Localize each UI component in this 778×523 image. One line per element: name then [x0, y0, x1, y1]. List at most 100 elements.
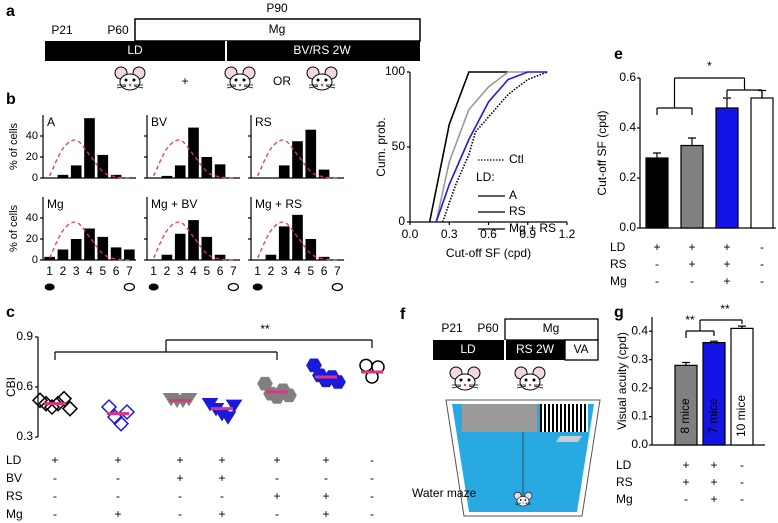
bar-label: 8 mice	[678, 398, 692, 434]
x-tick-label: 3	[281, 264, 288, 278]
timeline-bar	[433, 340, 565, 360]
line-series	[441, 71, 548, 223]
p90: P90	[266, 1, 288, 15]
bar	[278, 226, 290, 260]
condition-mark: +	[322, 507, 329, 521]
x-tick-label: 4	[294, 264, 301, 278]
panel-title: BV	[151, 115, 167, 129]
bar	[201, 236, 213, 260]
bar	[305, 239, 317, 260]
va-box	[564, 339, 599, 361]
condition-mark: -	[275, 471, 279, 485]
y-tick-label: 0.0	[631, 437, 648, 451]
panel-label: e	[614, 46, 623, 63]
x-tick-label: 6	[321, 264, 328, 278]
condition-mark: -	[760, 240, 764, 254]
condition-mark: -	[370, 489, 374, 503]
y-axis-title: Cum. prob.	[374, 117, 388, 176]
platform	[556, 436, 582, 442]
bar	[57, 249, 69, 260]
point	[55, 390, 73, 407]
panel-label: c	[6, 304, 15, 321]
x-tick-label: 7	[126, 264, 133, 278]
x-tick-label: 3	[177, 264, 184, 278]
condition-mark: -	[53, 489, 57, 503]
condition-mark: +	[322, 453, 329, 467]
x-tick-label: 4	[86, 264, 93, 278]
bar	[265, 254, 277, 260]
condition-mark: +	[176, 453, 183, 467]
condition-label: Mg	[610, 274, 627, 288]
bar	[70, 165, 82, 178]
point	[359, 358, 373, 373]
x-tick-label: 4	[190, 264, 197, 278]
legend-label: Mg + RS	[509, 221, 556, 235]
x-tick-label: 5	[307, 264, 314, 278]
bar	[110, 247, 122, 260]
x-tick-label: 2	[268, 264, 275, 278]
x-tick-label: 6	[217, 264, 224, 278]
condition-mark: -	[740, 492, 744, 506]
condition-mark: +	[710, 492, 717, 506]
condition-mark: -	[655, 274, 659, 288]
panel-a: a P90 Mg P21 P60 LD BV/RS 2W + OR	[6, 1, 421, 91]
y-tick-label: 20	[26, 151, 38, 163]
significance: **	[720, 302, 730, 316]
bar	[44, 256, 55, 260]
mouse	[306, 66, 338, 91]
condition-mark: -	[740, 458, 744, 472]
bar	[110, 174, 122, 178]
condition-label: RS	[610, 257, 627, 271]
condition-label: LD	[616, 458, 632, 472]
mouse	[224, 66, 256, 91]
p21: P21	[51, 23, 73, 37]
line-series	[435, 71, 548, 223]
grating-screen	[540, 404, 588, 432]
condition-mark: -	[760, 257, 764, 271]
condition-mark: +	[710, 475, 717, 489]
bar	[318, 169, 330, 178]
condition-label: RS	[6, 489, 23, 503]
y-tick-label: 0.3	[16, 429, 33, 443]
condition-mark: +	[218, 507, 225, 521]
panel-label: g	[614, 304, 624, 321]
legend-label: RS	[509, 204, 526, 218]
condition-mark: +	[682, 458, 689, 472]
significance: **	[685, 313, 695, 327]
condition-mark: +	[682, 475, 689, 489]
y-tick-label: 0.9	[16, 329, 33, 343]
legend-label: A	[509, 188, 517, 202]
panel-label: f	[400, 306, 406, 323]
y-tick-label: 0.6	[619, 70, 636, 84]
point	[61, 400, 79, 417]
reference-curve	[49, 221, 130, 261]
icon-contra	[44, 283, 55, 291]
condition-label: RS	[616, 475, 633, 489]
reference-curve	[257, 221, 338, 261]
va-label: VA	[573, 342, 588, 356]
bar	[174, 233, 186, 260]
y-axis-title: Visual acuity (cpd)	[615, 332, 629, 430]
bar	[645, 157, 669, 229]
condition-mark: +	[273, 489, 280, 503]
legend-label: Ctl	[509, 152, 524, 166]
condition-mark: -	[760, 274, 764, 288]
point	[225, 399, 243, 414]
ld-label: LD	[460, 342, 476, 356]
error-bar	[710, 340, 718, 343]
bar	[715, 107, 739, 229]
condition-mark: -	[178, 507, 182, 521]
bar	[174, 165, 186, 178]
icon-ipsi	[123, 282, 136, 292]
bar	[70, 239, 82, 260]
bar	[278, 165, 290, 178]
condition-mark: -	[178, 489, 182, 503]
condition-mark: +	[723, 274, 730, 288]
icon-ipsi	[227, 282, 240, 292]
panel-title: Mg + BV	[151, 197, 197, 211]
condition-mark: -	[740, 475, 744, 489]
x-tick-label: 5	[99, 264, 106, 278]
y-tick-label: 0	[32, 254, 38, 266]
y-tick-label: 0.2	[631, 380, 648, 394]
line-series	[428, 71, 509, 223]
